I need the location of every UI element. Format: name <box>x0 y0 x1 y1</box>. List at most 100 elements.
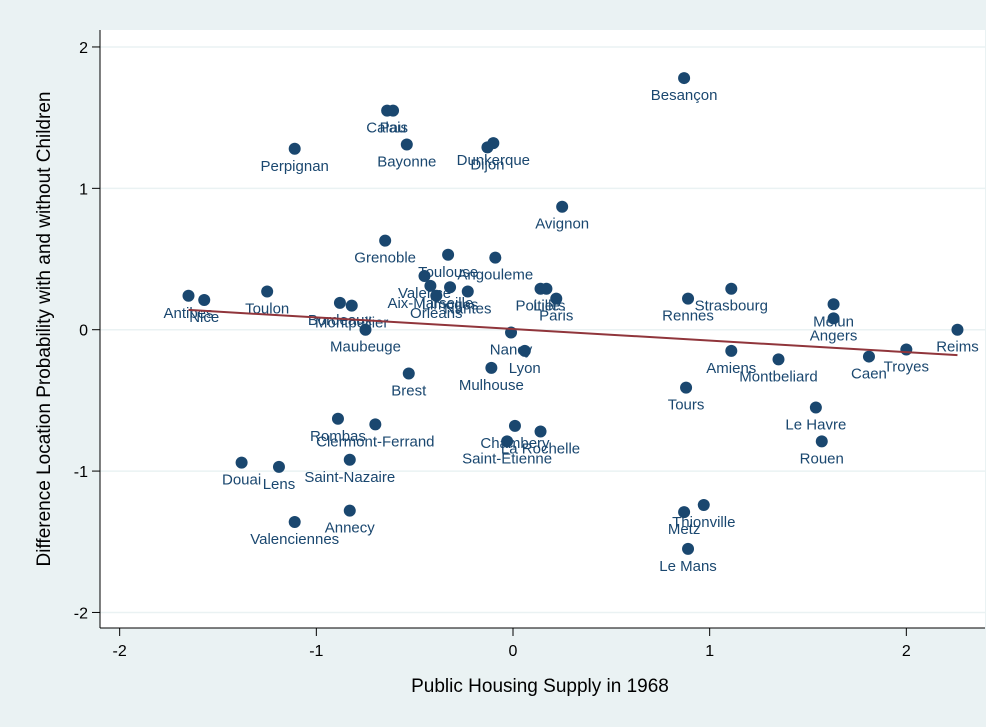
point <box>379 234 392 247</box>
point-label: Metz <box>668 521 701 538</box>
point <box>725 344 738 357</box>
point <box>359 323 372 336</box>
point <box>485 361 498 374</box>
y-axis-label: Difference Location Probability with and… <box>34 92 55 567</box>
point-label: Strasbourg <box>695 298 768 315</box>
y-tick-label: -2 <box>74 605 88 622</box>
x-tick-label: 1 <box>705 643 714 660</box>
point <box>430 289 443 302</box>
point <box>680 381 693 394</box>
point-label: Caen <box>851 366 887 383</box>
point-label: Amiens <box>706 360 756 377</box>
point-label: Reims <box>936 339 979 356</box>
x-tick-label: 0 <box>509 643 518 660</box>
point-label: Angers <box>810 327 858 344</box>
point-label: Montbeliard <box>739 368 817 385</box>
point <box>725 282 738 295</box>
point <box>198 294 211 307</box>
point <box>827 312 840 325</box>
point-label: Aix-Marseille <box>387 295 473 312</box>
point <box>678 506 691 519</box>
point-label: Calais <box>366 120 408 137</box>
point <box>343 504 356 517</box>
point-label: Chambery <box>480 435 550 452</box>
point <box>288 515 301 528</box>
point-label: Orleans <box>410 305 463 322</box>
point <box>900 343 913 356</box>
point <box>331 412 344 425</box>
point <box>489 251 502 264</box>
x-tick-label: -2 <box>113 643 127 660</box>
point <box>369 418 382 431</box>
point <box>862 350 875 363</box>
point-label: Besançon <box>651 87 718 104</box>
point <box>534 425 547 438</box>
point <box>556 200 569 213</box>
point-label: Annecy <box>325 520 376 537</box>
point <box>343 453 356 466</box>
x-axis-label: Public Housing Supply in 1968 <box>411 676 669 697</box>
y-tick-label: 2 <box>79 40 88 57</box>
point <box>272 460 285 473</box>
point-label: Grenoble <box>354 250 416 267</box>
point <box>951 323 964 336</box>
point <box>235 456 248 469</box>
point <box>424 279 437 292</box>
point-label: Paris <box>539 308 573 325</box>
point <box>261 285 274 298</box>
point-label: Saint-Nazaire <box>304 469 395 486</box>
point-label: Avignon <box>535 216 589 233</box>
point <box>444 281 457 294</box>
point <box>288 142 301 155</box>
y-tick-label: 0 <box>79 323 88 340</box>
point-label: Maubeuge <box>330 339 401 356</box>
point-label: Le Mans <box>659 558 717 575</box>
point-label: Antibes <box>163 305 213 322</box>
point <box>442 248 455 261</box>
point-label: Mulhouse <box>459 377 524 394</box>
point <box>461 285 474 298</box>
point-label: Lyon <box>509 360 541 377</box>
point-label: Rouen <box>800 450 844 467</box>
point-label: Valenciennes <box>250 531 339 548</box>
point <box>345 299 358 312</box>
point <box>827 298 840 311</box>
point <box>815 435 828 448</box>
point-label: Lens <box>263 476 296 493</box>
fit-line <box>188 308 958 357</box>
point-label: Brest <box>391 383 427 400</box>
point <box>682 542 695 555</box>
point <box>182 289 195 302</box>
point <box>678 72 691 85</box>
point-label: Pau <box>380 120 407 137</box>
point-label: Tours <box>668 397 705 414</box>
point-label: Nice <box>189 309 219 326</box>
point-label: Clermont-Ferrand <box>316 433 434 450</box>
point-label: Troyes <box>884 358 929 375</box>
x-tick-label: -1 <box>309 643 323 660</box>
point <box>402 367 415 380</box>
point-label: La Rochelle <box>501 440 580 457</box>
point <box>501 435 514 448</box>
point <box>418 269 431 282</box>
point-label: Nantes <box>444 301 492 318</box>
point <box>400 138 413 151</box>
point <box>772 353 785 366</box>
point <box>809 401 822 414</box>
point-label: Saint-Etienne <box>462 450 552 467</box>
point-label: Bayonne <box>377 154 436 171</box>
point-label: Toulouse <box>418 264 478 281</box>
point <box>550 292 563 305</box>
x-tick-label: 2 <box>902 643 911 660</box>
point-label: Perpignan <box>261 158 329 175</box>
point-label: Rennes <box>662 308 714 325</box>
point <box>333 296 346 309</box>
point-label: Thionville <box>672 514 735 531</box>
point-label: Dijon <box>470 156 504 173</box>
point <box>682 292 695 305</box>
y-tick-label: -1 <box>74 464 88 481</box>
point <box>508 419 521 432</box>
point-label: Douai <box>222 472 261 489</box>
